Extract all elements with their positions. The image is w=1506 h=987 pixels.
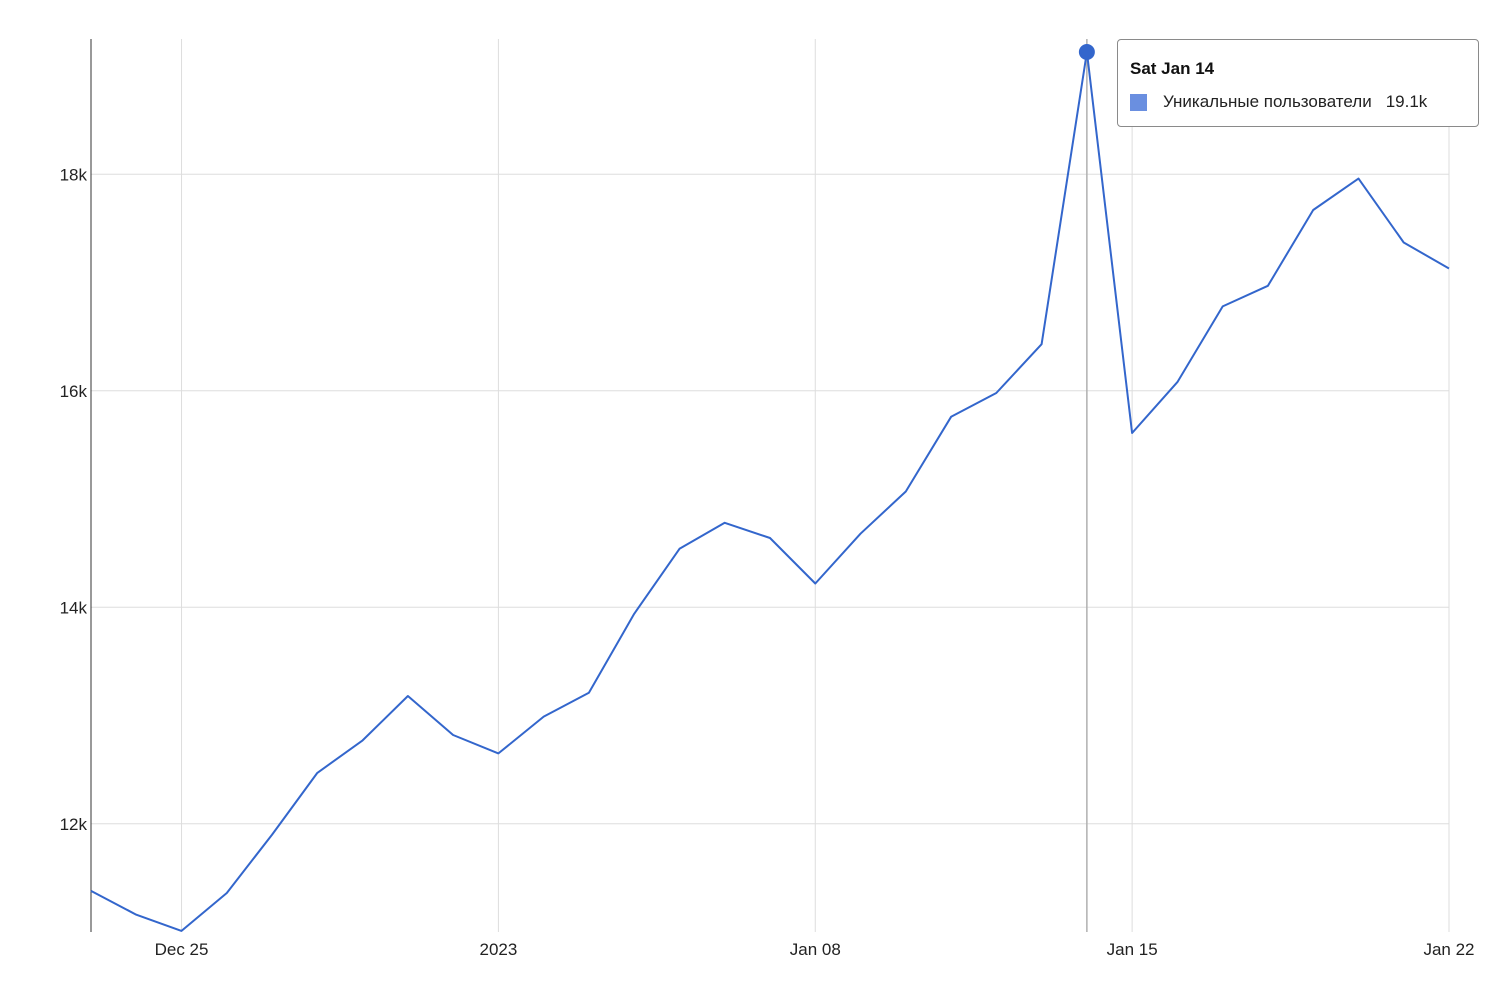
y-axis-ticks: 12k 14k 16k 18k [60, 165, 88, 833]
x-axis-ticks: Dec 25 2023 Jan 08 Jan 15 Jan 22 [155, 940, 1475, 959]
series-line[interactable] [90, 51, 1450, 932]
y-tick-label: 12k [60, 815, 88, 834]
tooltip: Sat Jan 14 Уникальные пользователи 19.1k [1117, 39, 1479, 127]
x-tick-label: 2023 [479, 940, 517, 959]
y-tick-label: 16k [60, 382, 88, 401]
y-tick-label: 18k [60, 165, 88, 184]
x-tick-label: Dec 25 [155, 940, 209, 959]
tooltip-value: 19.1k [1385, 92, 1428, 111]
y-tick-label: 14k [60, 598, 88, 617]
tooltip-series-name: Уникальные пользователи [1163, 92, 1372, 111]
gridlines [91, 39, 1450, 932]
data-points [90, 51, 1450, 931]
x-tick-label: Jan 15 [1107, 940, 1158, 959]
x-tick-label: Jan 22 [1423, 940, 1474, 959]
x-tick-label: Jan 08 [790, 940, 841, 959]
highlighted-point[interactable] [1078, 43, 1095, 60]
tooltip-row: Уникальные пользователи 19.1k [1130, 92, 1427, 112]
series-swatch [1130, 93, 1147, 111]
tooltip-title: Sat Jan 14 [1130, 59, 1215, 78]
